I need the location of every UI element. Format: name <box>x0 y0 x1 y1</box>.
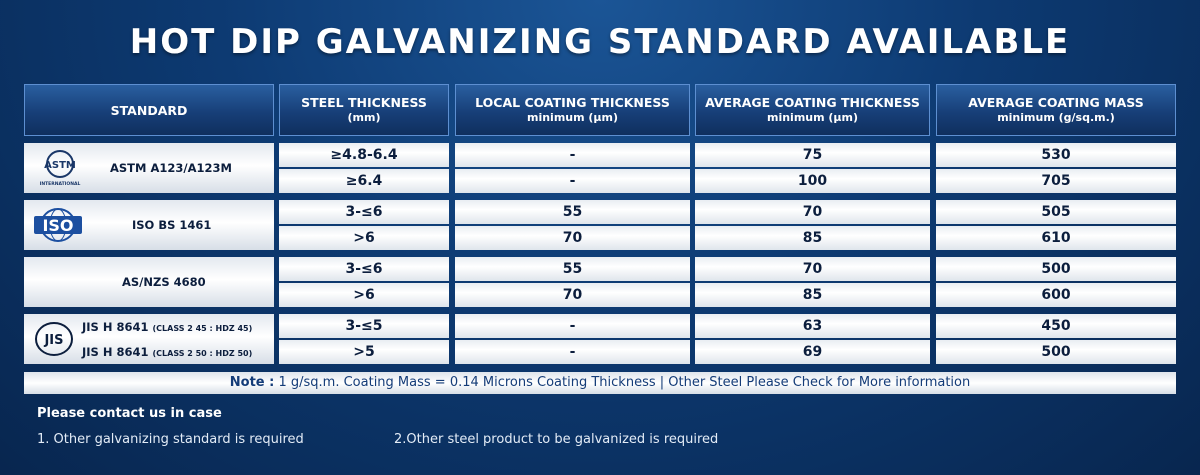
local-coating-cell: 70 <box>455 226 690 250</box>
coating-mass-cell: 505 <box>936 200 1176 224</box>
header-local-coating-label: LOCAL COATING THICKNESS <box>475 95 670 110</box>
standard-cell-asnzs: AS/NZS 4680 <box>24 257 274 307</box>
astm-logo-icon: ASTM INTERNATIONAL <box>40 150 81 187</box>
jis-logo-icon: JIS <box>35 322 73 356</box>
thickness-cell: 3-≤6 <box>279 257 449 281</box>
header-coating-mass-unit: minimum (g/sq.m.) <box>997 111 1115 124</box>
standard-cell-jis: JIS JIS H 8641 (CLASS 2 45 : HDZ 45) JIS… <box>24 314 274 364</box>
thickness-cell: 3-≤6 <box>279 200 449 224</box>
standard-label-iso: ISO BS 1461 <box>132 218 212 232</box>
header-average-coating-label: AVERAGE COATING THICKNESS <box>705 95 920 110</box>
thickness-cell: ≥4.8-6.4 <box>279 143 449 167</box>
header-steel-thickness-label: STEEL THICKNESS <box>301 95 427 110</box>
local-coating-cell: 55 <box>455 200 690 224</box>
note-label: Note : <box>229 375 275 390</box>
header-average-coating-unit: minimum (µm) <box>766 111 859 124</box>
average-coating-cell: 75 <box>695 143 930 167</box>
header-local-coating-unit: minimum (µm) <box>526 111 619 124</box>
header-average-coating: AVERAGE COATING THICKNESS minimum (µm) <box>695 84 930 136</box>
standard-label-jis-45: JIS H 8641 (CLASS 2 45 : HDZ 45) <box>82 320 252 334</box>
header-standard: STANDARD <box>24 84 274 136</box>
average-coating-cell: 70 <box>695 257 930 281</box>
contact-item: 1. Other galvanizing standard is require… <box>37 432 304 447</box>
note-bar: Note : 1 g/sq.m. Coating Mass = 0.14 Mic… <box>24 372 1176 394</box>
average-coating-cell: 63 <box>695 314 930 338</box>
standard-cell-iso: ISO ISO BS 1461 <box>24 200 274 250</box>
header-coating-mass-label: AVERAGE COATING MASS <box>968 95 1144 110</box>
coating-mass-cell: 500 <box>936 257 1176 281</box>
local-coating-cell: - <box>455 340 690 364</box>
average-coating-cell: 85 <box>695 226 930 250</box>
iso-logo-icon: ISO <box>34 208 82 242</box>
average-coating-cell: 70 <box>695 200 930 224</box>
coating-mass-cell: 500 <box>936 340 1176 364</box>
average-coating-cell: 100 <box>695 169 930 193</box>
header-standard-label: STANDARD <box>110 102 188 118</box>
average-coating-cell: 69 <box>695 340 930 364</box>
header-steel-thickness: STEEL THICKNESS (mm) <box>279 84 449 136</box>
coating-mass-cell: 610 <box>936 226 1176 250</box>
thickness-cell: >5 <box>279 340 449 364</box>
thickness-cell: 3-≤5 <box>279 314 449 338</box>
jis-standard-name: JIS H 8641 <box>82 320 149 334</box>
astm-logo-subtext: INTERNATIONAL <box>40 181 81 187</box>
jis-standard-name: JIS H 8641 <box>82 345 149 359</box>
standard-label-astm: ASTM A123/A123M <box>110 161 232 175</box>
contact-title: Please contact us in case <box>37 406 222 421</box>
local-coating-cell: - <box>455 143 690 167</box>
jis-class-code: (CLASS 2 50 : HDZ 50) <box>152 349 253 358</box>
thickness-cell: ≥6.4 <box>279 169 449 193</box>
header-coating-mass: AVERAGE COATING MASS minimum (g/sq.m.) <box>936 84 1176 136</box>
coating-mass-cell: 530 <box>936 143 1176 167</box>
standard-label-asnzs: AS/NZS 4680 <box>122 275 206 289</box>
jis-logo-text: JIS <box>43 333 63 348</box>
local-coating-cell: 70 <box>455 283 690 307</box>
header-steel-thickness-unit: (mm) <box>347 111 381 124</box>
coating-mass-cell: 600 <box>936 283 1176 307</box>
local-coating-cell: - <box>455 169 690 193</box>
standard-cell-astm: ASTM INTERNATIONAL ASTM A123/A123M <box>24 143 274 193</box>
contact-item: 2.Other steel product to be galvanized i… <box>394 432 719 447</box>
page-title: HOT DIP GALVANIZING STANDARD AVAILABLE <box>129 22 1071 62</box>
coating-mass-cell: 450 <box>936 314 1176 338</box>
coating-mass-cell: 705 <box>936 169 1176 193</box>
header-local-coating: LOCAL COATING THICKNESS minimum (µm) <box>455 84 690 136</box>
standard-label-jis-50: JIS H 8641 (CLASS 2 50 : HDZ 50) <box>82 345 252 359</box>
local-coating-cell: - <box>455 314 690 338</box>
astm-logo-text: ASTM <box>44 160 76 171</box>
note-text: 1 g/sq.m. Coating Mass = 0.14 Microns Co… <box>278 375 971 390</box>
iso-logo-text: ISO <box>42 216 73 235</box>
average-coating-cell: 85 <box>695 283 930 307</box>
jis-class-code: (CLASS 2 45 : HDZ 45) <box>152 324 253 333</box>
thickness-cell: >6 <box>279 226 449 250</box>
local-coating-cell: 55 <box>455 257 690 281</box>
thickness-cell: >6 <box>279 283 449 307</box>
